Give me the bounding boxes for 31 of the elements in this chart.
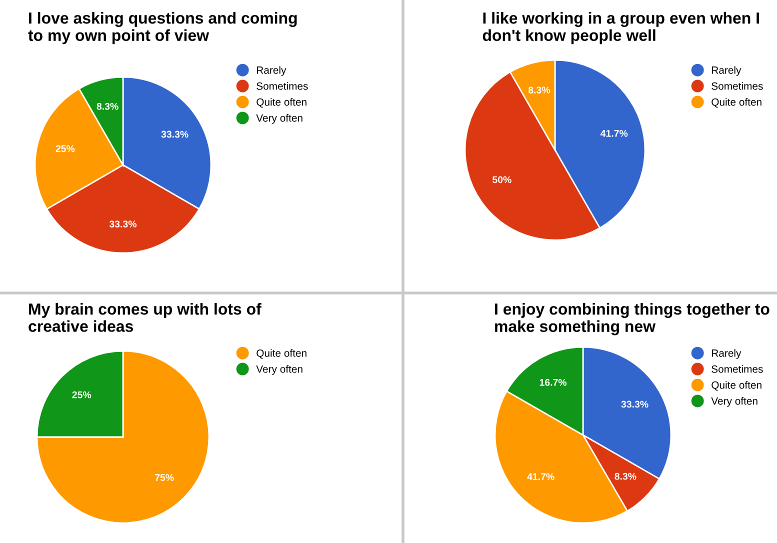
- data-label: 33.3%: [109, 220, 137, 228]
- data-label: 75%: [155, 474, 174, 481]
- legend-label: Sometimes: [712, 82, 763, 90]
- chart-title: I enjoy combining things together to make something new: [495, 303, 770, 336]
- data-label: 8.3%: [528, 86, 550, 94]
- data-label: 33.3%: [621, 400, 648, 408]
- legend-label: Sometimes: [256, 82, 308, 90]
- data-label: 50%: [492, 176, 512, 184]
- chart-title: I like working in a group even when I don't know people well: [482, 12, 759, 44]
- legend-label: Rarely: [712, 349, 742, 359]
- data-label: 33.3%: [161, 130, 188, 138]
- data-label: 16.7%: [540, 378, 567, 386]
- data-label: 8.3%: [96, 102, 118, 110]
- legend-label: Quite often: [256, 349, 306, 359]
- chart-title: My brain comes up with lots of creative ideas: [28, 303, 262, 332]
- legend-label: Quite often: [712, 381, 762, 391]
- data-label: 41.7%: [600, 130, 628, 137]
- chart-title: I love asking questions and coming to my own point of view: [28, 12, 297, 44]
- data-label: 8.3%: [614, 472, 636, 480]
- legend-label: Very often: [256, 114, 302, 124]
- legend-label: Quite often: [256, 98, 306, 108]
- legend-label: Rarely: [712, 66, 742, 76]
- legend-label: Rarely: [256, 66, 286, 76]
- data-label: 25%: [72, 391, 92, 398]
- data-label: 41.7%: [527, 473, 554, 480]
- legend-label: Quite often: [712, 98, 762, 108]
- data-label: 25%: [56, 145, 75, 152]
- legend-label: Sometimes: [712, 365, 763, 373]
- pie-slice: [36, 350, 210, 524]
- legend-label: Very often: [256, 365, 302, 375]
- legend-label: Very often: [711, 397, 758, 407]
